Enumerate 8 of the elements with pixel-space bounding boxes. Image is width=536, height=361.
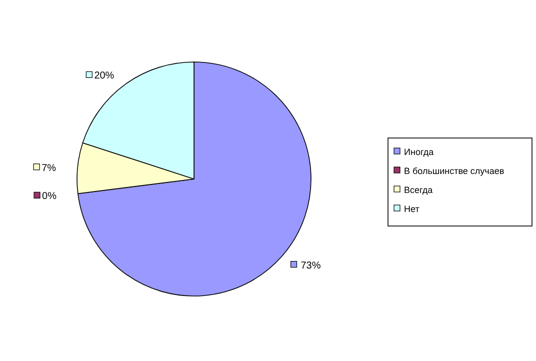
legend-label: Всегда [404, 185, 433, 195]
data-label: 20% [94, 70, 114, 82]
data-label: 7% [42, 162, 56, 174]
data-label: 73% [300, 260, 321, 272]
legend-label: Иногда [404, 147, 434, 157]
text: 0% [42, 191, 56, 202]
legend-label: В большинстве случаев [404, 166, 504, 176]
legend-label: Нет [404, 204, 420, 214]
